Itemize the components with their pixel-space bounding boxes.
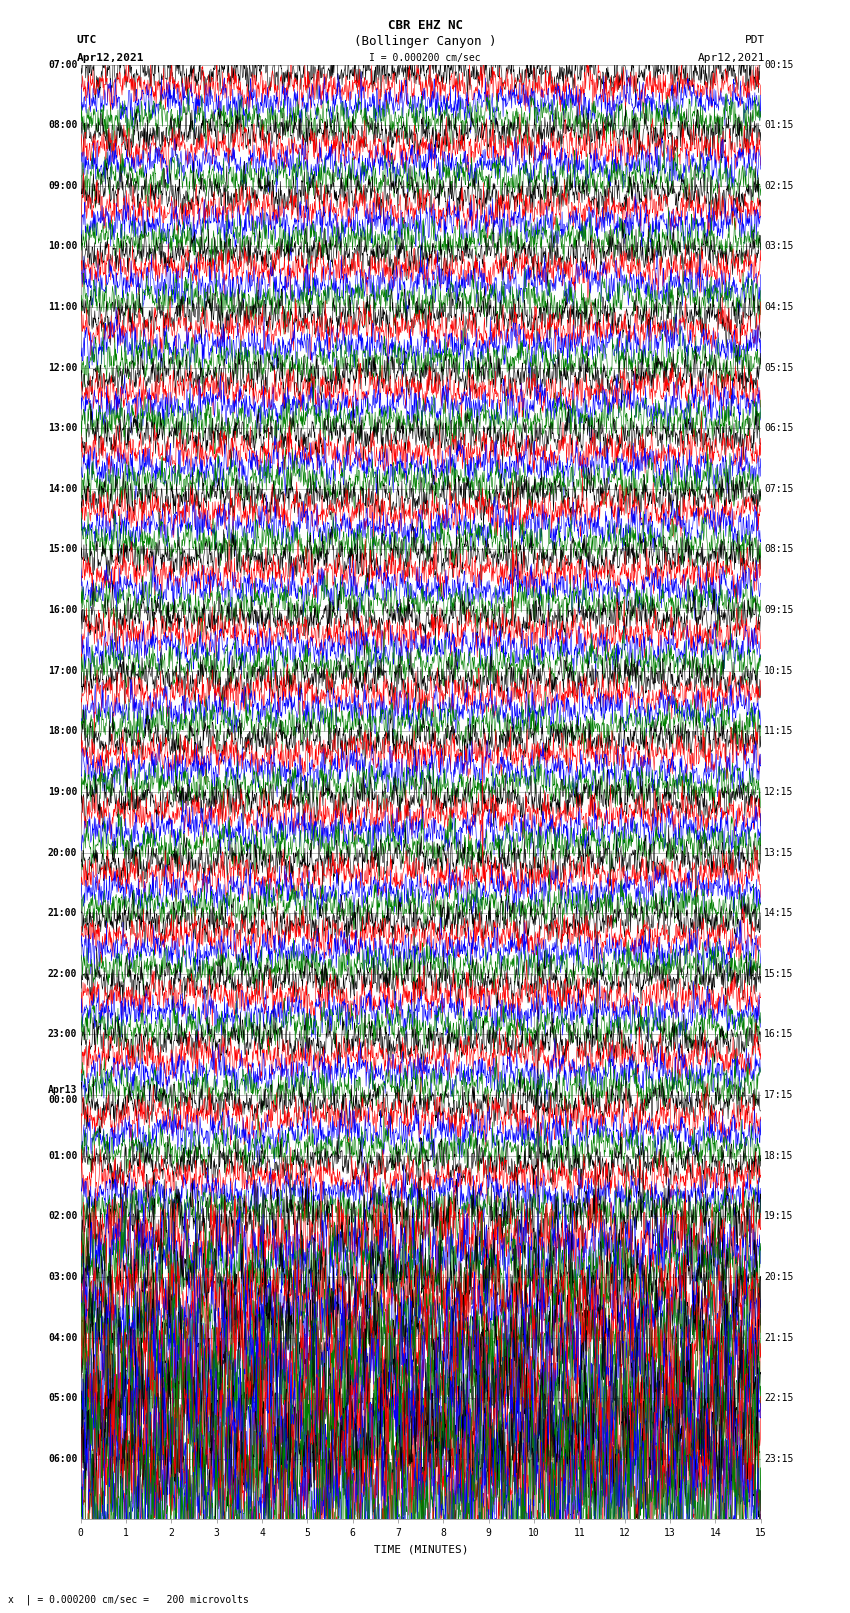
Text: 06:15: 06:15 [764,423,794,434]
Text: 09:15: 09:15 [764,605,794,615]
Text: 05:00: 05:00 [48,1394,77,1403]
Text: 09:00: 09:00 [48,181,77,190]
Text: 16:00: 16:00 [48,605,77,615]
Text: 03:00: 03:00 [48,1273,77,1282]
Text: 17:00: 17:00 [48,666,77,676]
Text: 23:15: 23:15 [764,1453,794,1465]
Text: 15:00: 15:00 [48,545,77,555]
Text: 13:15: 13:15 [764,847,794,858]
Text: I = 0.000200 cm/sec: I = 0.000200 cm/sec [369,53,481,63]
X-axis label: TIME (MINUTES): TIME (MINUTES) [373,1544,468,1553]
Text: 19:00: 19:00 [48,787,77,797]
Text: 21:15: 21:15 [764,1332,794,1342]
Text: Apr12,2021: Apr12,2021 [698,53,765,63]
Text: 10:00: 10:00 [48,242,77,252]
Text: 14:15: 14:15 [764,908,794,918]
Text: 06:00: 06:00 [48,1453,77,1465]
Text: 16:15: 16:15 [764,1029,794,1039]
Text: 12:15: 12:15 [764,787,794,797]
Text: 20:00: 20:00 [48,847,77,858]
Text: Apr13
00:00: Apr13 00:00 [48,1084,77,1105]
Text: 02:00: 02:00 [48,1211,77,1221]
Text: 07:15: 07:15 [764,484,794,494]
Text: 14:00: 14:00 [48,484,77,494]
Text: x  | = 0.000200 cm/sec =   200 microvolts: x | = 0.000200 cm/sec = 200 microvolts [8,1594,249,1605]
Text: 07:00: 07:00 [48,60,77,69]
Text: 12:00: 12:00 [48,363,77,373]
Text: 04:15: 04:15 [764,302,794,311]
Text: 15:15: 15:15 [764,969,794,979]
Text: PDT: PDT [745,35,765,45]
Text: 04:00: 04:00 [48,1332,77,1342]
Text: 05:15: 05:15 [764,363,794,373]
Text: 11:00: 11:00 [48,302,77,311]
Text: CBR EHZ NC: CBR EHZ NC [388,19,462,32]
Text: 02:15: 02:15 [764,181,794,190]
Text: 03:15: 03:15 [764,242,794,252]
Text: 18:15: 18:15 [764,1150,794,1161]
Text: 11:15: 11:15 [764,726,794,737]
Text: 18:00: 18:00 [48,726,77,737]
Text: 19:15: 19:15 [764,1211,794,1221]
Text: 08:00: 08:00 [48,119,77,131]
Text: 13:00: 13:00 [48,423,77,434]
Text: 21:00: 21:00 [48,908,77,918]
Text: 08:15: 08:15 [764,545,794,555]
Text: Apr12,2021: Apr12,2021 [76,53,144,63]
Text: 01:00: 01:00 [48,1150,77,1161]
Text: 23:00: 23:00 [48,1029,77,1039]
Text: 10:15: 10:15 [764,666,794,676]
Text: 20:15: 20:15 [764,1273,794,1282]
Text: 01:15: 01:15 [764,119,794,131]
Text: 22:15: 22:15 [764,1394,794,1403]
Text: 22:00: 22:00 [48,969,77,979]
Text: 00:15: 00:15 [764,60,794,69]
Text: (Bollinger Canyon ): (Bollinger Canyon ) [354,35,496,48]
Text: UTC: UTC [76,35,97,45]
Text: 17:15: 17:15 [764,1090,794,1100]
